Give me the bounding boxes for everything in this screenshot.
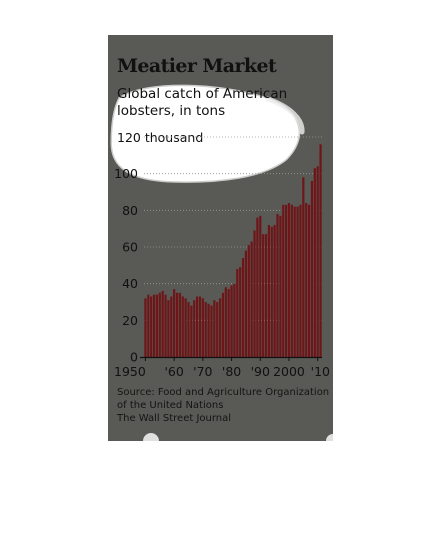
bar bbox=[239, 267, 242, 357]
bar bbox=[282, 204, 285, 357]
y-tick-label: 20 bbox=[122, 313, 138, 328]
bar bbox=[276, 214, 279, 357]
bar bbox=[181, 296, 184, 357]
bar bbox=[308, 204, 311, 357]
bar bbox=[273, 225, 276, 357]
bar bbox=[287, 203, 291, 357]
bar bbox=[221, 292, 225, 357]
bar bbox=[264, 234, 268, 357]
bar bbox=[253, 230, 256, 357]
bar bbox=[256, 217, 259, 357]
x-tick-label: '70 bbox=[193, 364, 212, 379]
bar bbox=[279, 215, 282, 357]
bar bbox=[290, 204, 293, 357]
bar bbox=[302, 177, 305, 357]
bar bbox=[293, 206, 296, 357]
x-tick-label: 2000 bbox=[273, 364, 305, 379]
bar bbox=[150, 296, 153, 357]
bar bbox=[305, 203, 308, 357]
bar bbox=[210, 305, 213, 357]
bar bbox=[299, 204, 302, 357]
y-tick-label: 40 bbox=[122, 276, 138, 291]
bar bbox=[213, 300, 216, 357]
x-tick-label: '90 bbox=[251, 364, 270, 379]
bar bbox=[241, 258, 245, 357]
bar bbox=[144, 298, 147, 357]
highlight-scribble bbox=[110, 84, 305, 183]
bar bbox=[236, 269, 239, 357]
bar bbox=[319, 144, 322, 357]
bar bbox=[147, 294, 150, 357]
y-tick-label: 0 bbox=[130, 350, 138, 365]
bar bbox=[161, 291, 164, 357]
x-tick-label: '10 bbox=[311, 364, 330, 379]
bar bbox=[244, 250, 247, 357]
bar bbox=[285, 204, 288, 357]
y-tick-label: 100 bbox=[114, 166, 138, 181]
bar bbox=[219, 298, 222, 357]
bar bbox=[270, 226, 273, 357]
bar bbox=[187, 302, 190, 357]
source-note: Source: Food and Agriculture Organizatio… bbox=[117, 386, 329, 425]
bar bbox=[204, 302, 207, 357]
bar bbox=[170, 296, 173, 357]
bar bbox=[250, 241, 253, 357]
bar bbox=[316, 166, 319, 357]
bar bbox=[224, 287, 227, 357]
bar bbox=[155, 294, 158, 357]
bar-chart: 0 20 40 60 80 100 1950 '60 '70 '80 '90 2000 '10 bbox=[114, 136, 330, 379]
bar bbox=[267, 225, 270, 357]
x-tick-labels: 1950 '60 '70 '80 '90 2000 '10 bbox=[114, 357, 330, 379]
bar bbox=[198, 296, 202, 357]
bar bbox=[310, 181, 314, 357]
bars bbox=[144, 144, 322, 357]
bar bbox=[167, 300, 170, 357]
bar bbox=[175, 292, 179, 357]
bar bbox=[207, 303, 210, 357]
bar bbox=[193, 300, 196, 357]
y-tick-labels: 0 20 40 60 80 100 bbox=[114, 166, 138, 364]
source-line-3: The Wall Street Journal bbox=[117, 413, 232, 424]
y-tick-label: 60 bbox=[122, 240, 138, 255]
bar bbox=[247, 245, 250, 357]
bar bbox=[233, 283, 236, 357]
bar bbox=[178, 292, 181, 357]
x-tick-label: '80 bbox=[222, 364, 241, 379]
corner-marks bbox=[143, 433, 333, 441]
bar bbox=[313, 168, 316, 357]
x-tick-label: '60 bbox=[164, 364, 183, 379]
chart-title: Meatier Market bbox=[117, 55, 277, 77]
bar bbox=[216, 302, 219, 357]
y-tick-label: 80 bbox=[122, 203, 138, 218]
bar bbox=[262, 234, 265, 357]
chart-subtitle: Global catch of American lobsters, in to… bbox=[117, 86, 288, 119]
bar bbox=[259, 215, 262, 357]
bar bbox=[173, 289, 176, 357]
source-line-1: Source: Food and Agriculture Organizatio… bbox=[117, 387, 330, 398]
bar bbox=[230, 285, 233, 357]
bar bbox=[158, 292, 161, 357]
source-line-2: of the United Nations bbox=[117, 400, 224, 411]
bar bbox=[296, 206, 299, 357]
bar bbox=[190, 305, 193, 357]
chart-card: Meatier Market Global catch of American … bbox=[108, 35, 333, 441]
bar bbox=[152, 294, 156, 357]
x-tick-label: 1950 bbox=[114, 364, 146, 379]
bar bbox=[164, 294, 167, 357]
bar bbox=[227, 289, 230, 357]
bar bbox=[201, 298, 204, 357]
y-unit-label: 120 thousand bbox=[117, 130, 204, 145]
bar bbox=[184, 298, 187, 357]
bar bbox=[196, 296, 199, 357]
